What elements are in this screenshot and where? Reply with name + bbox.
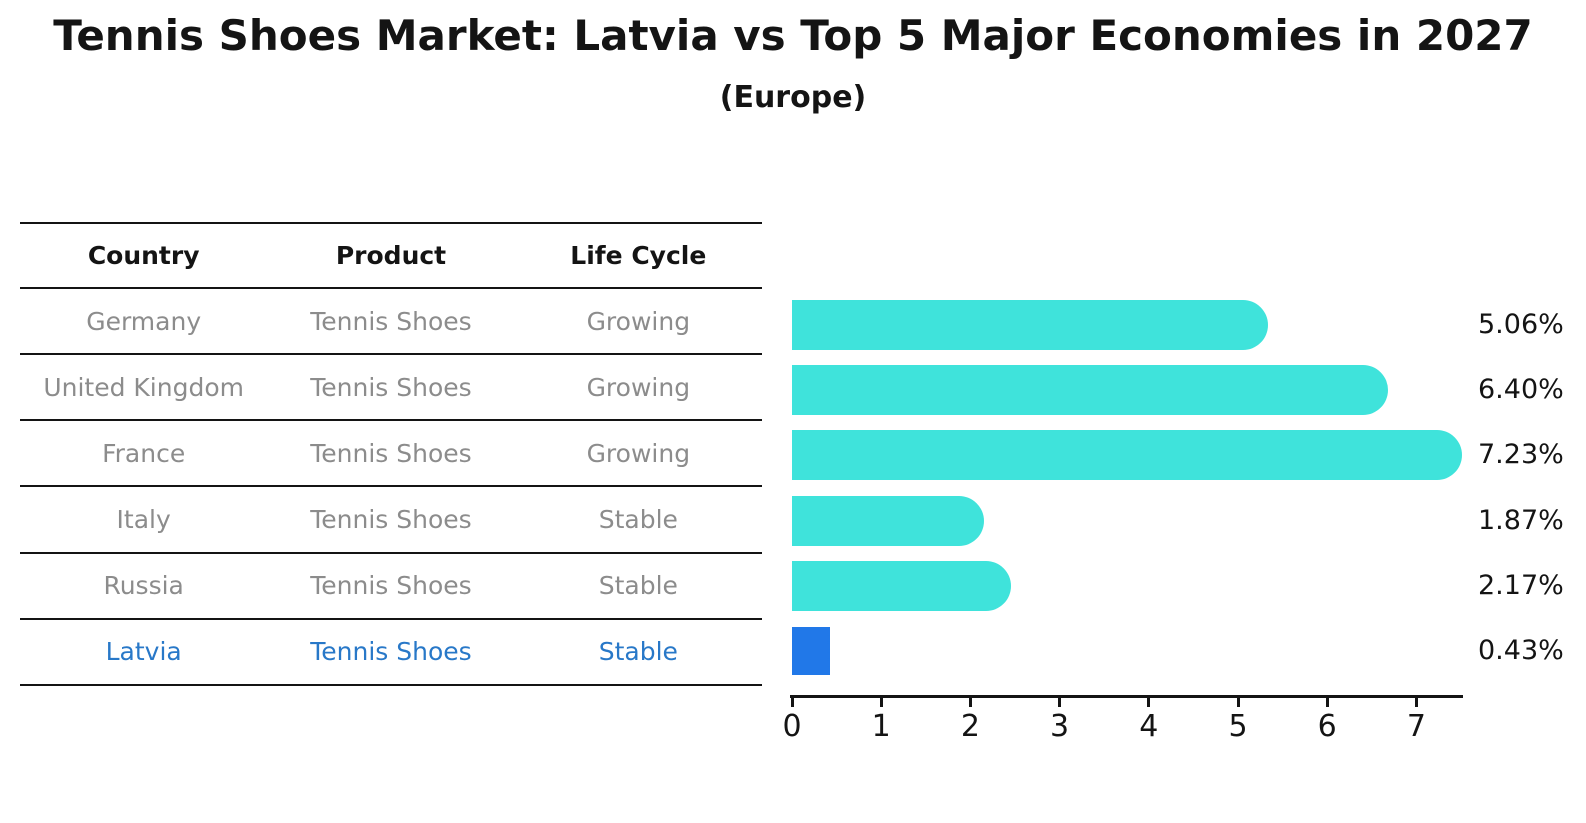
- table-row-united-kingdom: United Kingdom Tennis Shoes Growing: [20, 355, 762, 422]
- table-cell-product: Tennis Shoes: [310, 571, 472, 601]
- x-tick-label: 1: [871, 709, 891, 744]
- table-cell-life-cycle: Stable: [598, 637, 678, 667]
- table-cell-product: Tennis Shoes: [310, 505, 472, 535]
- table-cell-country: United Kingdom: [43, 372, 244, 402]
- x-tick-mark: [1058, 698, 1062, 707]
- table-row-latvia-highlighted: Latvia Tennis Shoes Stable: [20, 620, 762, 686]
- table-cell-life-cycle: Stable: [598, 571, 678, 601]
- table-cell-country: Germany: [86, 306, 202, 336]
- x-axis-line: [790, 695, 1463, 698]
- x-tick-label: 5: [1228, 709, 1248, 744]
- x-tick-label: 0: [782, 709, 802, 744]
- table-cell-country: Latvia: [105, 637, 182, 667]
- table-cell-life-cycle: Growing: [586, 306, 691, 336]
- x-tick-mark: [1147, 698, 1151, 707]
- table-cell-product: Tennis Shoes: [310, 438, 472, 468]
- bar-france: [792, 430, 1462, 481]
- x-tick-mark: [1414, 698, 1418, 707]
- col-header-country: Country: [87, 241, 200, 270]
- value-label-germany: 5.06%: [1478, 309, 1564, 340]
- table-cell-product: Tennis Shoes: [310, 372, 472, 402]
- value-label-italy: 1.87%: [1478, 504, 1564, 536]
- bar-germany: [792, 300, 1269, 350]
- country-table: Country Product Life Cycle Germany Tenni…: [20, 222, 762, 686]
- table-cell-product: Tennis Shoes: [310, 306, 472, 336]
- table-cell-country: France: [102, 438, 186, 468]
- value-label-france: 7.23%: [1478, 439, 1564, 471]
- chart-subtitle: (Europe): [719, 80, 867, 115]
- x-tick-label: 3: [1050, 709, 1070, 744]
- value-label-latvia: 0.43%: [1478, 635, 1564, 666]
- bar-italy: [792, 495, 984, 546]
- col-header-product: Product: [335, 241, 447, 270]
- x-tick-mark: [790, 698, 794, 707]
- table-row-germany: Germany Tennis Shoes Growing: [20, 289, 762, 356]
- value-label-united-kingdom: 6.40%: [1478, 374, 1564, 406]
- x-tick-mark: [879, 698, 883, 707]
- x-tick-label: 7: [1406, 709, 1426, 744]
- chart-title: Tennis Shoes Market: Latvia vs Top 5 Maj…: [53, 11, 1533, 60]
- table-row-france: France Tennis Shoes Growing: [20, 421, 762, 488]
- bar-latvia: [792, 627, 831, 675]
- table-cell-country: Italy: [116, 505, 171, 535]
- x-tick-mark: [1236, 698, 1240, 707]
- table-row-italy: Italy Tennis Shoes Stable: [20, 487, 762, 554]
- value-label-russia: 2.17%: [1478, 569, 1564, 601]
- table-cell-product: Tennis Shoes: [310, 637, 472, 667]
- table-cell-life-cycle: Growing: [586, 372, 691, 402]
- col-header-life-cycle: Life Cycle: [570, 241, 707, 270]
- table-cell-country: Russia: [103, 571, 184, 601]
- x-tick-mark: [1325, 698, 1329, 707]
- x-tick-label: 6: [1317, 709, 1337, 744]
- x-tick-label: 2: [960, 709, 980, 744]
- x-tick-label: 4: [1139, 709, 1159, 744]
- table-cell-life-cycle: Growing: [586, 438, 691, 468]
- x-tick-mark: [968, 698, 972, 707]
- table-row-russia: Russia Tennis Shoes Stable: [20, 554, 762, 620]
- bar-russia: [792, 560, 1011, 611]
- table-header-row: Country Product Life Cycle: [20, 224, 762, 289]
- table-cell-life-cycle: Stable: [598, 505, 678, 535]
- bar-united-kingdom: [792, 365, 1388, 416]
